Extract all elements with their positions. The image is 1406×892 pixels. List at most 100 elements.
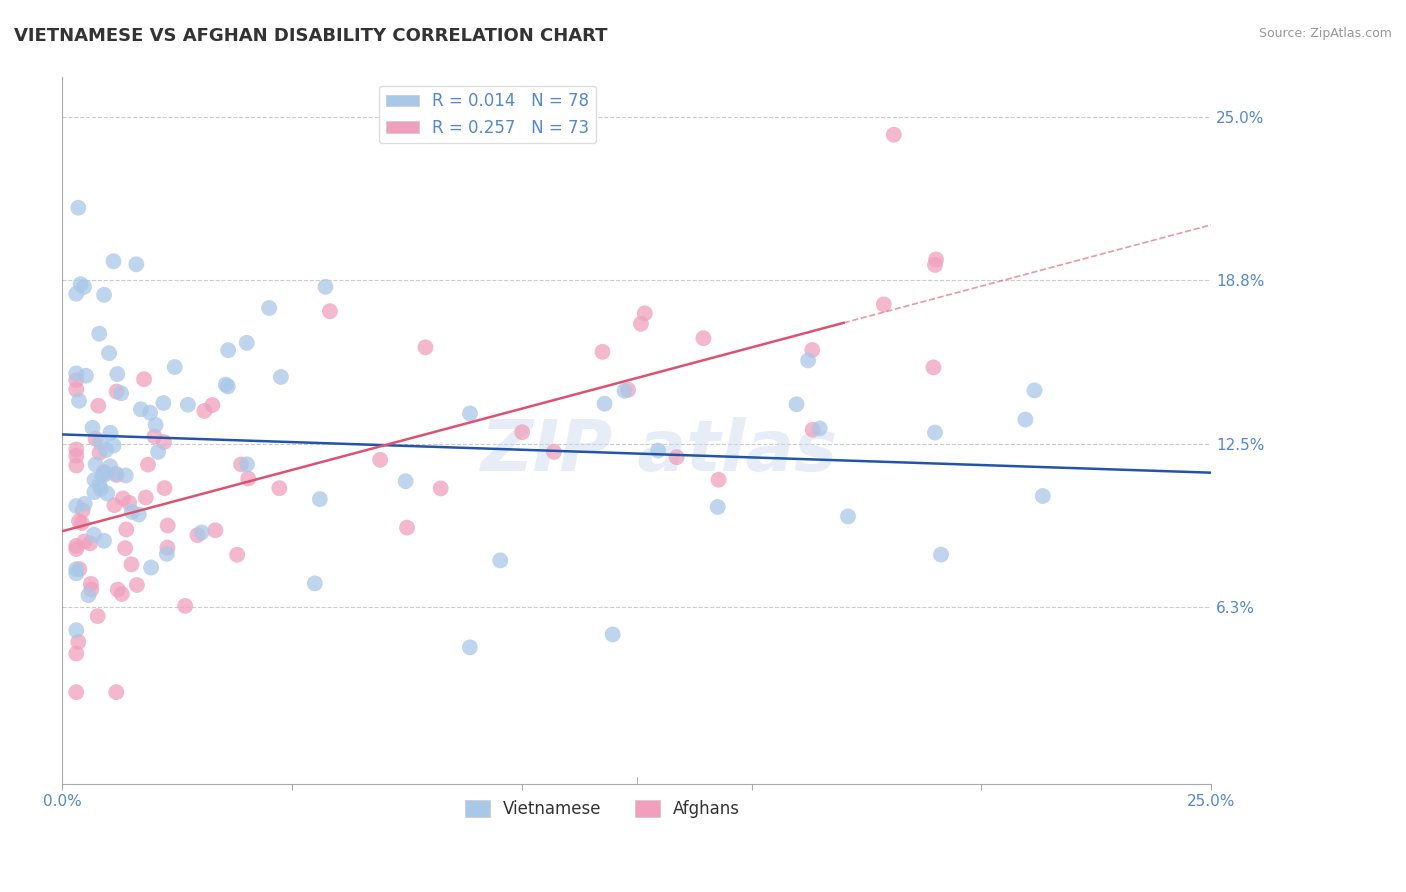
Point: [136, 458, 159, 472]
Point: [121, 505, 143, 519]
Point: [593, 397, 616, 411]
Point: [89, 326, 111, 341]
Point: [156, 541, 179, 555]
Point: [105, 384, 128, 399]
Point: [79, 536, 101, 550]
Point: [613, 384, 636, 398]
Point: [429, 482, 451, 496]
Text: Source: ZipAtlas.com: Source: ZipAtlas.com: [1258, 27, 1392, 40]
Point: [924, 258, 946, 272]
Point: [217, 379, 239, 393]
Point: [152, 396, 174, 410]
Point: [65, 367, 87, 381]
Point: [156, 547, 179, 561]
Point: [80, 582, 103, 597]
Point: [634, 306, 657, 320]
Point: [69, 277, 91, 292]
Point: [93, 288, 115, 302]
Point: [922, 360, 945, 375]
Point: [837, 509, 859, 524]
Point: [489, 553, 512, 567]
Point: [235, 335, 257, 350]
Point: [125, 257, 148, 271]
Point: [65, 373, 87, 387]
Point: [65, 562, 87, 576]
Point: [96, 486, 118, 500]
Point: [153, 481, 176, 495]
Point: [132, 372, 155, 386]
Point: [304, 576, 326, 591]
Point: [319, 304, 342, 318]
Point: [83, 473, 105, 487]
Point: [177, 398, 200, 412]
Point: [98, 346, 121, 360]
Point: [110, 386, 132, 401]
Text: VIETNAMESE VS AFGHAN DISABILITY CORRELATION CHART: VIETNAMESE VS AFGHAN DISABILITY CORRELAT…: [14, 27, 607, 45]
Point: [89, 478, 111, 492]
Point: [236, 457, 259, 471]
Point: [107, 582, 129, 597]
Point: [67, 562, 90, 576]
Point: [510, 425, 533, 440]
Point: [104, 467, 127, 481]
Point: [174, 599, 197, 613]
Point: [201, 398, 224, 412]
Point: [808, 421, 831, 435]
Point: [73, 534, 96, 549]
Point: [163, 359, 186, 374]
Point: [67, 635, 90, 649]
Point: [125, 578, 148, 592]
Point: [65, 458, 87, 473]
Point: [257, 301, 280, 315]
Point: [801, 423, 824, 437]
Point: [238, 472, 260, 486]
Point: [98, 459, 121, 474]
Point: [707, 473, 730, 487]
Point: [93, 465, 115, 479]
Point: [128, 508, 150, 522]
Point: [630, 317, 652, 331]
Point: [924, 425, 946, 440]
Point: [65, 442, 87, 457]
Point: [105, 685, 128, 699]
Point: [82, 421, 104, 435]
Point: [925, 252, 948, 267]
Point: [226, 548, 249, 562]
Point: [73, 280, 96, 294]
Point: [139, 406, 162, 420]
Point: [65, 647, 87, 661]
Point: [67, 393, 90, 408]
Point: [65, 541, 87, 556]
Point: [269, 481, 291, 495]
Point: [114, 468, 136, 483]
Point: [115, 523, 138, 537]
Point: [118, 496, 141, 510]
Point: [543, 445, 565, 459]
Point: [873, 297, 896, 311]
Point: [65, 383, 87, 397]
Point: [217, 343, 239, 358]
Point: [801, 343, 824, 357]
Point: [156, 518, 179, 533]
Point: [65, 499, 87, 513]
Point: [308, 492, 330, 507]
Point: [692, 331, 714, 345]
Point: [65, 566, 87, 581]
Point: [592, 344, 614, 359]
Point: [73, 497, 96, 511]
Point: [111, 491, 134, 506]
Point: [143, 429, 166, 443]
Point: [786, 397, 808, 411]
Point: [90, 482, 112, 496]
Point: [458, 640, 481, 655]
Point: [929, 548, 952, 562]
Point: [83, 485, 105, 500]
Point: [94, 442, 117, 457]
Point: [94, 467, 117, 482]
Point: [797, 353, 820, 368]
Point: [1024, 384, 1046, 398]
Point: [65, 685, 87, 699]
Point: [204, 523, 226, 537]
Point: [89, 434, 111, 449]
Point: [121, 558, 143, 572]
